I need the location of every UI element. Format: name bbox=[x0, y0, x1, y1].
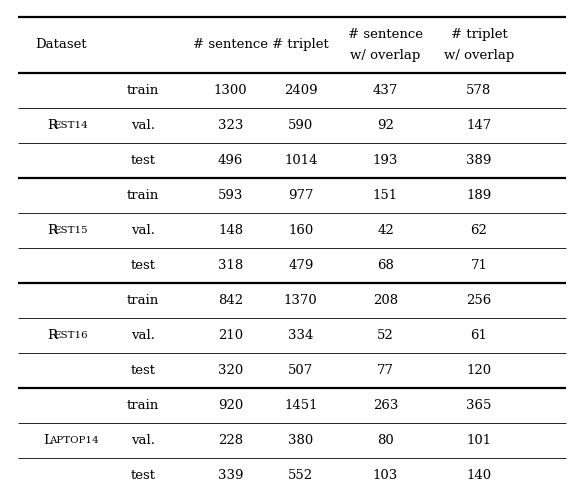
Text: 140: 140 bbox=[466, 469, 492, 482]
Text: # triplet: # triplet bbox=[272, 38, 329, 52]
Text: 507: 507 bbox=[288, 364, 314, 377]
Text: 228: 228 bbox=[218, 434, 244, 447]
Text: test: test bbox=[131, 364, 155, 377]
Text: test: test bbox=[131, 154, 155, 167]
Text: test: test bbox=[131, 259, 155, 272]
Text: 593: 593 bbox=[218, 189, 244, 202]
Text: 263: 263 bbox=[373, 399, 398, 412]
Text: 1014: 1014 bbox=[284, 154, 318, 167]
Text: 68: 68 bbox=[377, 259, 394, 272]
Text: 210: 210 bbox=[218, 329, 244, 342]
Text: 1300: 1300 bbox=[214, 84, 248, 97]
Text: 578: 578 bbox=[466, 84, 492, 97]
Text: 365: 365 bbox=[466, 399, 492, 412]
Text: val.: val. bbox=[131, 119, 155, 132]
Text: test: test bbox=[131, 469, 155, 482]
Text: 339: 339 bbox=[218, 469, 244, 482]
Text: 437: 437 bbox=[373, 84, 398, 97]
Text: 120: 120 bbox=[466, 364, 492, 377]
Text: 71: 71 bbox=[471, 259, 487, 272]
Text: 552: 552 bbox=[288, 469, 314, 482]
Text: 189: 189 bbox=[466, 189, 492, 202]
Text: 389: 389 bbox=[466, 154, 492, 167]
Text: val.: val. bbox=[131, 329, 155, 342]
Text: 148: 148 bbox=[218, 224, 244, 237]
Text: EST16: EST16 bbox=[53, 331, 88, 340]
Text: w/ overlap: w/ overlap bbox=[350, 49, 420, 62]
Text: 208: 208 bbox=[373, 294, 398, 307]
Text: R: R bbox=[47, 329, 57, 342]
Text: EST14: EST14 bbox=[53, 121, 88, 130]
Text: 61: 61 bbox=[471, 329, 487, 342]
Text: 77: 77 bbox=[377, 364, 394, 377]
Text: 479: 479 bbox=[288, 259, 314, 272]
Text: L: L bbox=[43, 434, 52, 447]
Text: 80: 80 bbox=[377, 434, 394, 447]
Text: 318: 318 bbox=[218, 259, 244, 272]
Text: APTOP14: APTOP14 bbox=[49, 436, 99, 445]
Text: 101: 101 bbox=[466, 434, 492, 447]
Text: Dataset: Dataset bbox=[36, 38, 87, 52]
Text: 193: 193 bbox=[373, 154, 398, 167]
Text: 42: 42 bbox=[377, 224, 394, 237]
Text: 2409: 2409 bbox=[284, 84, 318, 97]
Text: 590: 590 bbox=[288, 119, 314, 132]
Text: # sentence: # sentence bbox=[348, 28, 423, 41]
Text: w/ overlap: w/ overlap bbox=[444, 49, 514, 62]
Text: val.: val. bbox=[131, 434, 155, 447]
Text: train: train bbox=[127, 189, 159, 202]
Text: train: train bbox=[127, 399, 159, 412]
Text: 147: 147 bbox=[466, 119, 492, 132]
Text: 92: 92 bbox=[377, 119, 394, 132]
Text: # triplet: # triplet bbox=[450, 28, 507, 41]
Text: train: train bbox=[127, 294, 159, 307]
Text: # sentence: # sentence bbox=[193, 38, 268, 52]
Text: 256: 256 bbox=[466, 294, 492, 307]
Text: R: R bbox=[47, 119, 57, 132]
Text: 160: 160 bbox=[288, 224, 314, 237]
Text: 103: 103 bbox=[373, 469, 398, 482]
Text: val.: val. bbox=[131, 224, 155, 237]
Text: 52: 52 bbox=[377, 329, 394, 342]
Text: EST15: EST15 bbox=[53, 226, 88, 235]
Text: 323: 323 bbox=[218, 119, 244, 132]
Text: train: train bbox=[127, 84, 159, 97]
Text: 977: 977 bbox=[288, 189, 314, 202]
Text: 842: 842 bbox=[218, 294, 244, 307]
Text: 1370: 1370 bbox=[284, 294, 318, 307]
Text: 380: 380 bbox=[288, 434, 314, 447]
Text: 920: 920 bbox=[218, 399, 244, 412]
Text: 496: 496 bbox=[218, 154, 244, 167]
Text: 334: 334 bbox=[288, 329, 314, 342]
Text: R: R bbox=[47, 224, 57, 237]
Text: 320: 320 bbox=[218, 364, 244, 377]
Text: 1451: 1451 bbox=[284, 399, 318, 412]
Text: 151: 151 bbox=[373, 189, 398, 202]
Text: 62: 62 bbox=[471, 224, 487, 237]
